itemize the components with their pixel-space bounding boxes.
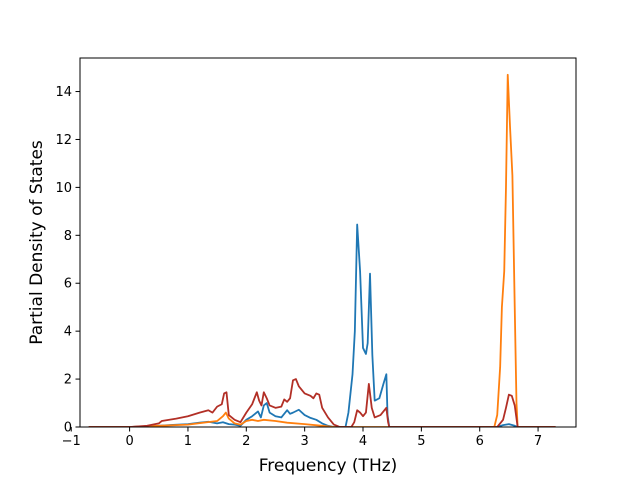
x-axis-label: Frequency (THz) bbox=[259, 456, 398, 476]
y-tick-label: 2 bbox=[64, 373, 72, 388]
x-tick-label: 7 bbox=[534, 434, 542, 449]
y-tick-label: 14 bbox=[55, 85, 72, 100]
x-tick-label: 4 bbox=[359, 434, 367, 449]
plot-lines bbox=[88, 73, 556, 427]
series-line-3 bbox=[88, 378, 556, 427]
y-tick-label: 8 bbox=[64, 229, 72, 244]
x-tick-label: 1 bbox=[184, 434, 192, 449]
plot-frame bbox=[79, 57, 577, 428]
x-tick-label: 3 bbox=[301, 434, 309, 449]
y-tick-label: 0 bbox=[64, 421, 72, 436]
series-line-2 bbox=[88, 73, 556, 427]
x-tick-label: 0 bbox=[125, 434, 133, 449]
x-tick-label: 5 bbox=[417, 434, 425, 449]
x-tick-label: 6 bbox=[476, 434, 484, 449]
y-axis-label: Partial Density of States bbox=[27, 140, 47, 345]
x-tick-label: 2 bbox=[242, 434, 250, 449]
x-tick-label: −1 bbox=[62, 434, 81, 449]
y-tick-label: 10 bbox=[55, 181, 72, 196]
y-tick-label: 6 bbox=[64, 277, 72, 292]
y-tick-label: 12 bbox=[55, 133, 72, 148]
x-axis-ticks: −1 0 1 2 3 4 5 6 7 bbox=[62, 427, 542, 449]
y-axis-ticks: 0 2 4 6 8 10 12 14 bbox=[55, 85, 80, 436]
y-tick-label: 4 bbox=[64, 325, 72, 340]
series-line-1 bbox=[88, 223, 556, 427]
